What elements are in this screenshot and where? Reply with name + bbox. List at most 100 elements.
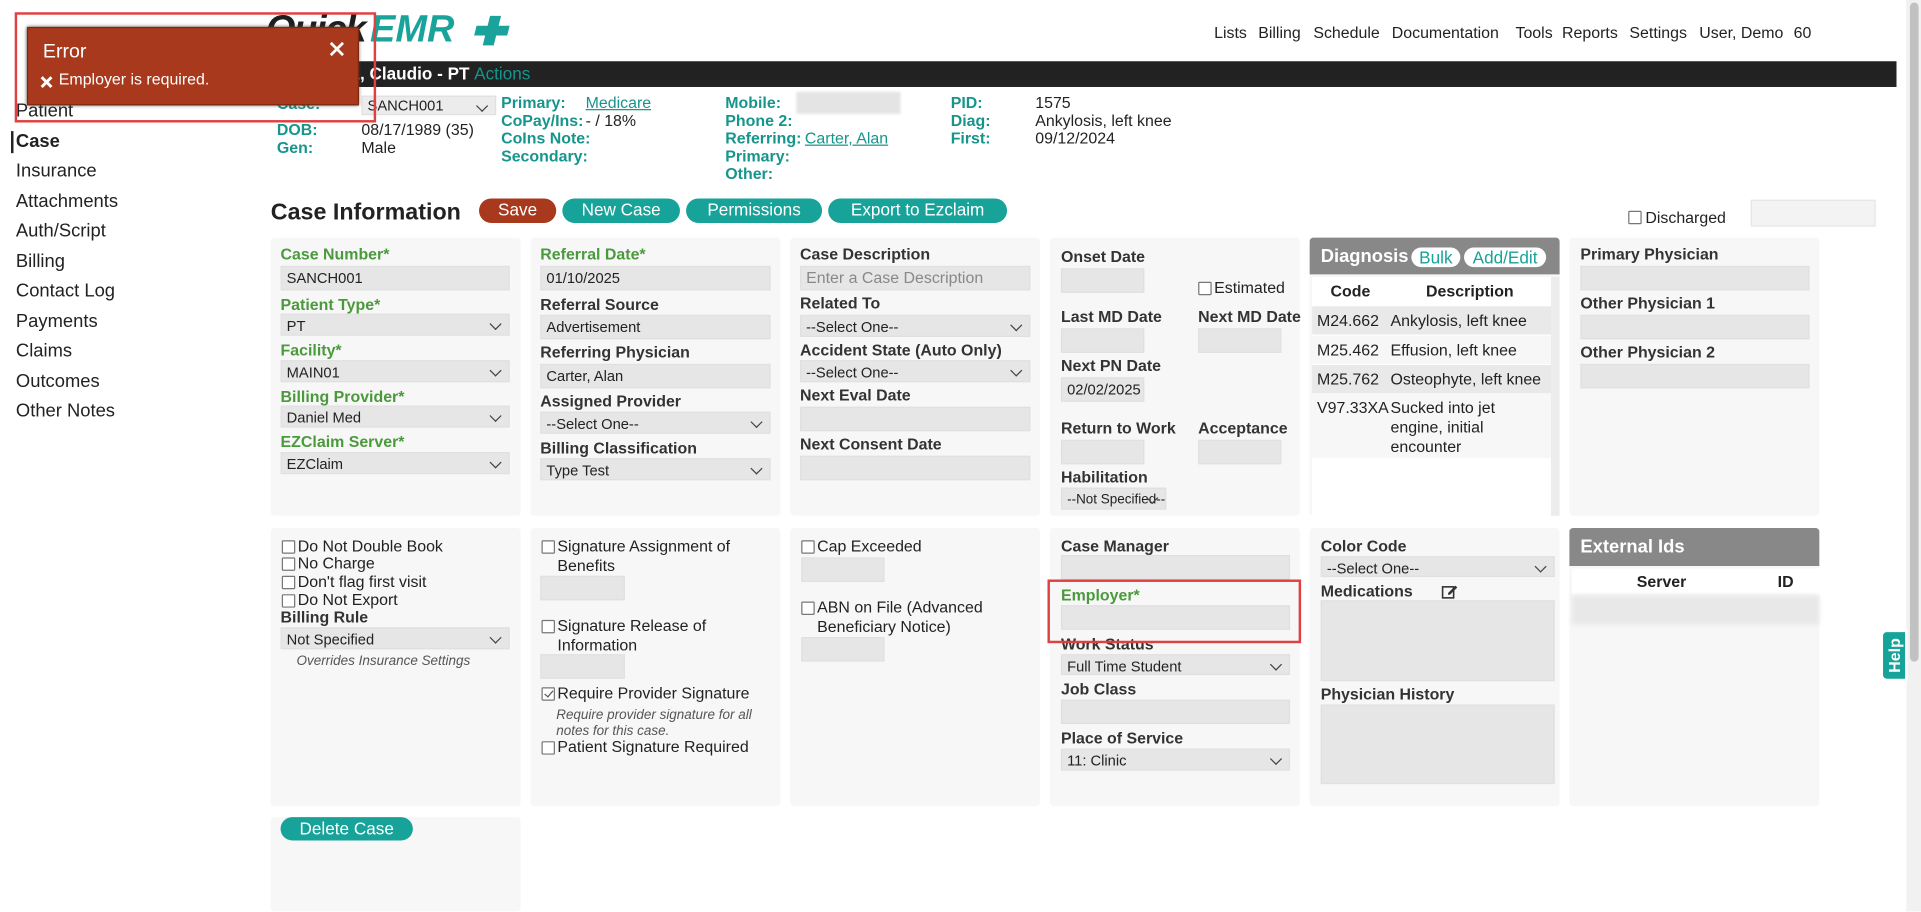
actions-link[interactable]: Actions [474,63,531,84]
input[interactable]: SANCH001 [280,265,510,291]
select[interactable]: Type Test [540,458,771,481]
input[interactable] [1060,554,1291,580]
nav-item[interactable]: User, Demo [1699,23,1784,42]
input[interactable] [1580,363,1810,389]
select[interactable]: --Select One-- [800,360,1031,383]
checkbox[interactable] [541,741,555,755]
checkbox-label: Require Provider Signature [557,683,750,702]
select[interactable]: MAIN01 [280,360,510,383]
select[interactable]: --Select One-- [540,411,771,434]
select[interactable]: --Not Specified-- [1060,487,1167,510]
sidebar-item[interactable]: Claims [15,340,73,362]
nav-item[interactable]: 60 [1793,23,1812,42]
input[interactable] [801,637,885,662]
select[interactable]: 11: Clinic [1060,748,1291,771]
input[interactable] [1580,265,1810,291]
input[interactable] [540,654,625,679]
input[interactable] [1320,704,1555,785]
note: Require provider signature for all notes… [556,708,752,739]
select[interactable]: Daniel Med [280,405,510,428]
field-label: DOB: [276,120,318,139]
button[interactable]: Permissions [686,198,823,223]
nav-item[interactable]: Lists [1214,23,1247,42]
field-label: Secondary: [501,147,588,166]
case-select[interactable]: SANCH001 [361,95,497,116]
help-label[interactable]: Help [1885,638,1904,673]
nav-item[interactable]: Billing [1258,23,1301,42]
field-label: Case Description [800,245,931,264]
sidebar-item[interactable]: Attachments [15,191,119,212]
sidebar-item[interactable]: Insurance [15,160,97,182]
input[interactable]: 01/10/2025 [540,265,771,291]
input[interactable] [1580,314,1810,340]
checkbox[interactable] [801,540,815,554]
field-value[interactable]: Medicare [585,93,652,112]
input[interactable] [1060,439,1145,465]
button[interactable]: Delete Case [280,817,413,841]
select[interactable]: Not Specified [280,627,510,650]
field-value: Ankylosis, left knee [1035,111,1172,130]
select[interactable]: EZClaim [280,452,510,475]
button[interactable]: Export to Ezclaim [828,198,1008,223]
input[interactable] [540,575,625,601]
column-header: ID [1777,572,1794,591]
checkbox[interactable] [281,575,296,590]
button[interactable]: New Case [562,198,680,223]
checkbox[interactable] [281,594,296,608]
checkbox[interactable] [281,540,296,554]
pill-button[interactable]: Bulk [1411,247,1461,268]
checkbox[interactable] [541,540,555,554]
field-value: 08/17/1989 (35) [361,120,474,139]
diagnosis-code: M25.462 [1317,340,1379,359]
sidebar-item[interactable]: Outcomes [15,371,100,393]
input[interactable] [800,406,1031,432]
input[interactable] [1060,328,1145,353]
input[interactable] [1320,600,1555,682]
select[interactable]: --Select One-- [1320,556,1555,578]
checkbox[interactable] [541,687,555,701]
button[interactable]: Save [479,198,557,223]
checkbox[interactable] [541,619,555,634]
sidebar-item[interactable]: Patient [15,100,74,122]
nav-item[interactable]: Reports [1562,23,1618,42]
nav-item[interactable]: Schedule [1313,23,1380,42]
select[interactable]: --Select One-- [800,314,1031,337]
nav-item[interactable]: Settings [1629,23,1687,42]
input[interactable]: 02/02/2025 [1060,377,1145,402]
field-value: - / 18% [585,111,637,130]
input[interactable] [801,557,885,582]
sidebar-item[interactable]: Contact Log [15,280,116,302]
sidebar-item[interactable]: Other Notes [15,400,116,422]
field-label: EZClaim Server* [280,432,405,451]
input[interactable] [1198,439,1282,465]
sidebar-item[interactable]: Payments [15,311,98,333]
table-row [1312,306,1552,335]
sidebar-item[interactable]: Billing [15,251,65,272]
nav-item[interactable]: Tools [1515,23,1553,42]
input[interactable] [1198,328,1282,353]
checkbox[interactable] [1198,281,1212,296]
input[interactable] [1060,699,1291,725]
input[interactable]: Carter, Alan [540,363,771,389]
checkbox[interactable] [1628,210,1642,225]
field-label: Mobile: [725,93,782,112]
input[interactable] [1060,268,1145,293]
input[interactable] [1060,605,1291,630]
checkbox[interactable] [801,601,815,616]
input[interactable]: Enter a Case Description [800,265,1031,291]
field-value[interactable]: Carter, Alan [804,128,889,148]
select[interactable]: Full Time Student [1060,654,1291,676]
field-label: CoIns Note: [501,128,591,148]
input[interactable] [800,455,1031,481]
select[interactable]: PT [280,313,510,336]
nav-item[interactable]: Documentation [1391,23,1499,42]
input[interactable]: Advertisement [540,314,771,340]
sidebar-item[interactable]: Auth/Script [15,220,106,242]
checkbox[interactable] [281,557,296,571]
edit-icon[interactable] [1441,583,1458,600]
field-label: PID: [950,93,983,112]
sidebar-item[interactable]: Case [15,131,60,152]
pill-button[interactable]: Add/Edit [1464,247,1547,268]
field-label: Next Eval Date [800,385,911,405]
close-button[interactable] [329,41,345,57]
